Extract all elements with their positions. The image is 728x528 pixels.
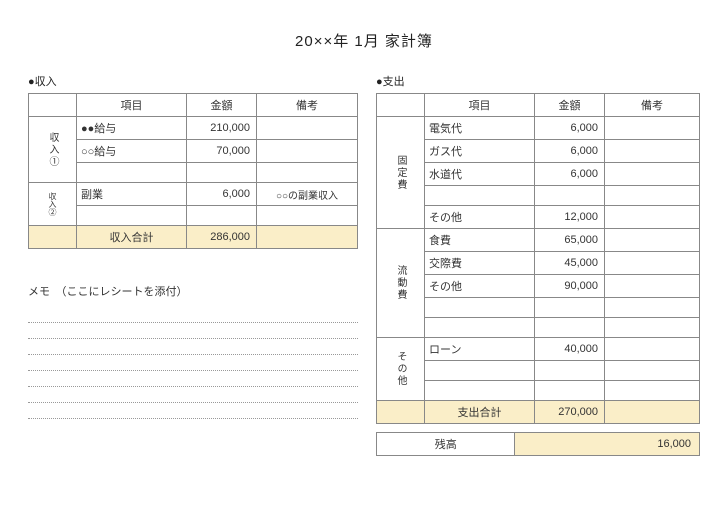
memo-title: メモ （ここにレシートを添付）	[28, 283, 358, 299]
table-row: その他12,000	[377, 206, 700, 229]
income-header-item: 項目	[77, 94, 187, 117]
columns: ●収入 項目 金額 備考 収入① ●●給与 210,000 ○○給与 70,00…	[28, 73, 700, 456]
expense-total-amount: 270,000	[535, 401, 605, 424]
table-row	[377, 381, 700, 401]
memo-block: メモ （ここにレシートを添付）	[28, 283, 358, 419]
memo-line	[28, 371, 358, 387]
table-row: 水道代6,000	[377, 163, 700, 186]
memo-line	[28, 355, 358, 371]
income-total-amount: 286,000	[187, 226, 257, 249]
balance-amount: 16,000	[515, 433, 700, 456]
table-row	[377, 298, 700, 318]
table-row: 固定費電気代6,000	[377, 117, 700, 140]
expense-header-amount: 金額	[535, 94, 605, 117]
memo-line	[28, 307, 358, 323]
memo-line	[28, 339, 358, 355]
expense-header-row: 項目 金額 備考	[377, 94, 700, 117]
table-row	[377, 186, 700, 206]
balance-box: 残高 16,000	[376, 432, 700, 456]
income-total-row: 収入合計 286,000	[29, 226, 358, 249]
table-row: ○○給与 70,000	[29, 140, 358, 163]
expense-column: ●支出 項目 金額 備考 固定費電気代6,000ガス代6,000水道代6,000…	[376, 73, 700, 456]
page: 20××年 1月 家計簿 ●収入 項目 金額 備考 収入① ●●給与 210,0…	[0, 0, 728, 528]
balance-label: 残高	[377, 433, 515, 456]
income-total-label: 収入合計	[77, 226, 187, 249]
expense-header-note: 備考	[605, 94, 700, 117]
expense-table: 項目 金額 備考 固定費電気代6,000ガス代6,000水道代6,000 その他1…	[376, 93, 700, 424]
expense-total-label: 支出合計	[425, 401, 535, 424]
expense-group-label: その他	[377, 338, 425, 401]
income-header-row: 項目 金額 備考	[29, 94, 358, 117]
memo-line	[28, 323, 358, 339]
table-row	[29, 206, 358, 226]
table-row: その他90,000	[377, 275, 700, 298]
memo-line	[28, 403, 358, 419]
table-row: 収入② 副業 6,000 ○○の副業収入	[29, 183, 358, 206]
income-section-label: ●収入	[28, 73, 358, 89]
expense-total-row: 支出合計 270,000	[377, 401, 700, 424]
table-row: ガス代6,000	[377, 140, 700, 163]
table-row: 流動費食費65,000	[377, 229, 700, 252]
memo-line	[28, 387, 358, 403]
income-table: 項目 金額 備考 収入① ●●給与 210,000 ○○給与 70,000	[28, 93, 358, 249]
table-row	[377, 361, 700, 381]
table-row: 収入① ●●給与 210,000	[29, 117, 358, 140]
income-group2-label: 収入②	[29, 183, 77, 226]
page-title: 20××年 1月 家計簿	[28, 30, 700, 51]
table-row	[377, 318, 700, 338]
table-row	[29, 163, 358, 183]
income-group1-label: 収入①	[29, 117, 77, 183]
income-header-note: 備考	[257, 94, 358, 117]
table-row: 交際費45,000	[377, 252, 700, 275]
table-row: その他ローン40,000	[377, 338, 700, 361]
expense-group-label: 固定費	[377, 117, 425, 229]
memo-lines	[28, 307, 358, 419]
income-column: ●収入 項目 金額 備考 収入① ●●給与 210,000 ○○給与 70,00…	[28, 73, 358, 456]
expense-group-label: 流動費	[377, 229, 425, 338]
expense-section-label: ●支出	[376, 73, 700, 89]
income-header-amount: 金額	[187, 94, 257, 117]
expense-header-item: 項目	[425, 94, 535, 117]
